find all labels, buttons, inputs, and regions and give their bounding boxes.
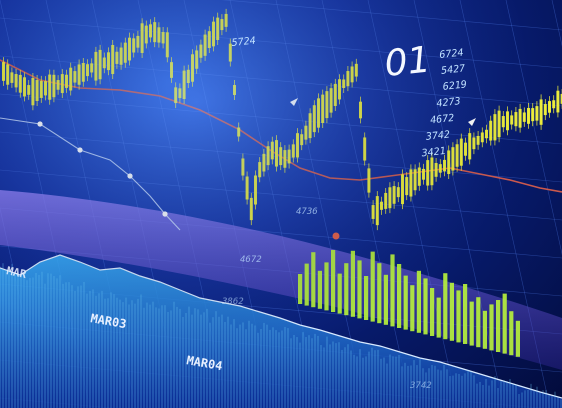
floating-number-2: 3862: [221, 297, 244, 307]
number-column-6: 3421: [420, 146, 446, 160]
headline-number: 01: [383, 39, 433, 85]
number-column-1: 5427: [441, 63, 466, 76]
number-column-2: 6219: [442, 79, 467, 92]
date-label-1: MAR04: [185, 353, 223, 373]
number-column-3: 4273: [436, 96, 461, 109]
floating-number-0: 4736: [296, 207, 318, 217]
top-number: 5724: [231, 36, 256, 49]
number-column-0: 6724: [439, 48, 464, 61]
floating-number-3: 3742: [409, 381, 432, 391]
number-column-5: 3742: [424, 129, 450, 143]
left-label: MAR: [5, 264, 28, 281]
number-column-4: 4672: [430, 113, 455, 126]
date-label-0: MAR03: [89, 311, 127, 331]
floating-number-1: 4672: [240, 255, 262, 265]
